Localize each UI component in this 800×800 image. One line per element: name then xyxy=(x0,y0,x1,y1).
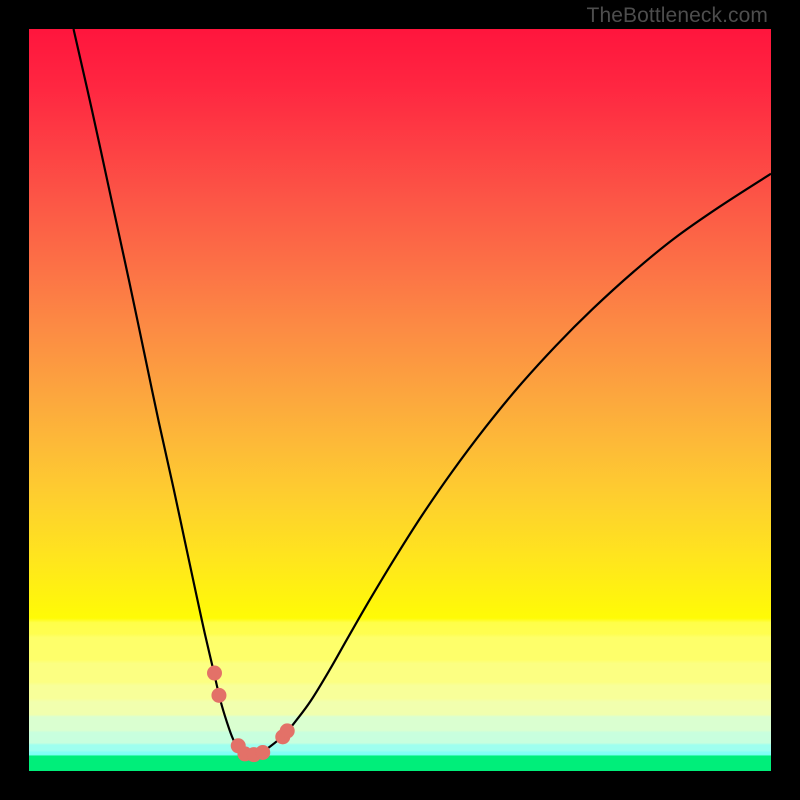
watermark-text: TheBottleneck.com xyxy=(587,4,768,28)
data-marker xyxy=(256,745,270,759)
chart-container xyxy=(29,29,771,771)
plot-area xyxy=(29,29,771,771)
data-marker xyxy=(212,688,226,702)
data-marker xyxy=(208,666,222,680)
data-marker xyxy=(280,724,294,738)
plot-background xyxy=(29,29,771,771)
